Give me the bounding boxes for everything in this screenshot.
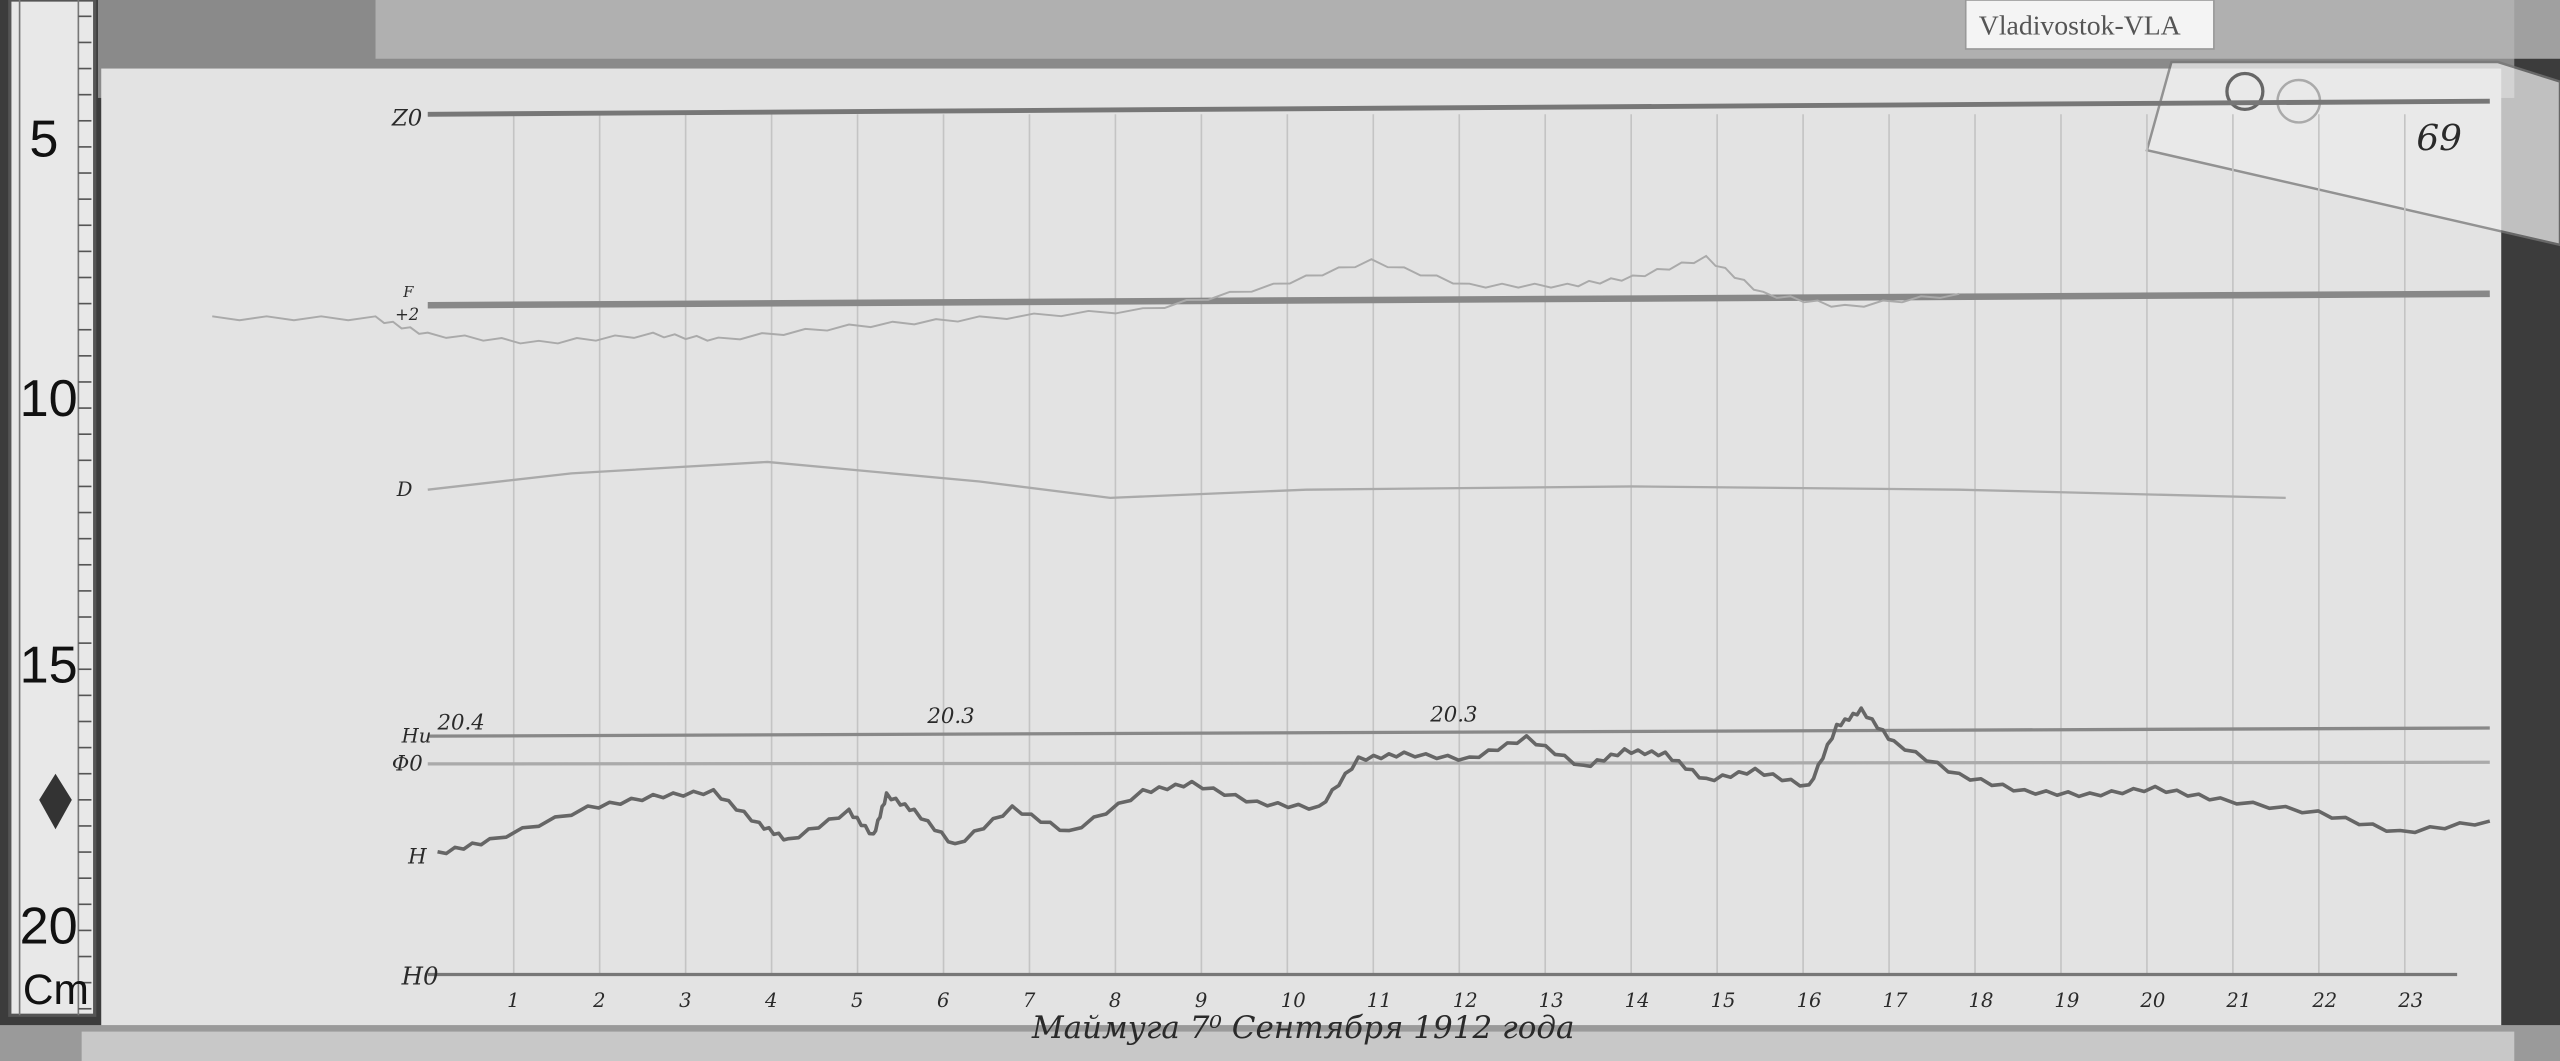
d-trace	[427, 460, 2286, 499]
hour-label: 21	[2225, 989, 2251, 1012]
hour-label: 5	[851, 989, 863, 1012]
hour-label: 20	[2139, 989, 2165, 1012]
label-h0: H0	[401, 961, 439, 990]
hour-label: 12	[1453, 989, 1478, 1012]
scale-value-1: 20.4	[437, 711, 485, 736]
hour-label: 7	[1023, 989, 1036, 1012]
label-h: H	[407, 844, 427, 869]
sheet-number: 69	[2416, 118, 2462, 159]
hour-label: 17	[1883, 989, 1908, 1012]
station-tag-text: Vladivostok-VLA	[1979, 10, 2181, 41]
hour-label: 10	[1281, 989, 1306, 1012]
f-trace	[212, 254, 1960, 345]
hour-label: 14	[1625, 989, 1650, 1012]
hour-label: 22	[2311, 989, 2337, 1012]
hour-label: 1	[507, 989, 519, 1012]
hour-label: 9	[1195, 989, 1207, 1012]
hu-scale-line	[427, 726, 2490, 738]
hour-label: 19	[2054, 989, 2079, 1012]
ruler-mark-15: 15	[20, 636, 78, 694]
scale-value-3: 20.3	[1429, 702, 1477, 727]
label-hu: Hu	[401, 725, 432, 748]
label-phi0: Φ0	[392, 751, 423, 776]
hour-label: 15	[1711, 989, 1736, 1012]
hour-label: 8	[1109, 989, 1121, 1012]
hour-label: 6	[937, 989, 949, 1012]
label-z0: Z0	[391, 106, 422, 132]
hour-label: 2	[592, 989, 605, 1012]
h-trace	[437, 706, 2491, 856]
label-f: F	[402, 284, 414, 301]
hour-label: 18	[1968, 989, 1993, 1012]
hour-label: 13	[1539, 989, 1564, 1012]
magnetogram-paper	[101, 68, 2502, 1042]
caption: Маймуга 7⁰ Сентября 1912 года	[1031, 1010, 1575, 1046]
ruler-mark-20: 20	[20, 897, 78, 955]
label-f-sub: +2	[395, 305, 419, 324]
ruler-mark-5: 5	[29, 111, 58, 169]
hour-label: 4	[764, 989, 777, 1012]
label-d: D	[396, 478, 413, 501]
scale-value-2: 20.3	[926, 704, 974, 729]
phi0-baseline	[427, 760, 2490, 766]
ruler-mark-10: 10	[20, 370, 78, 428]
station-tag	[1964, 0, 2215, 50]
ruler-unit: Cm	[23, 966, 89, 1013]
z0-baseline	[427, 98, 2490, 117]
f-baseline	[427, 290, 2490, 309]
hour-label: 16	[1797, 989, 1822, 1012]
hour-label: 11	[1367, 989, 1392, 1012]
hour-label: 23	[2397, 989, 2423, 1012]
hour-label: 3	[679, 989, 691, 1012]
ruler	[8, 0, 97, 1017]
